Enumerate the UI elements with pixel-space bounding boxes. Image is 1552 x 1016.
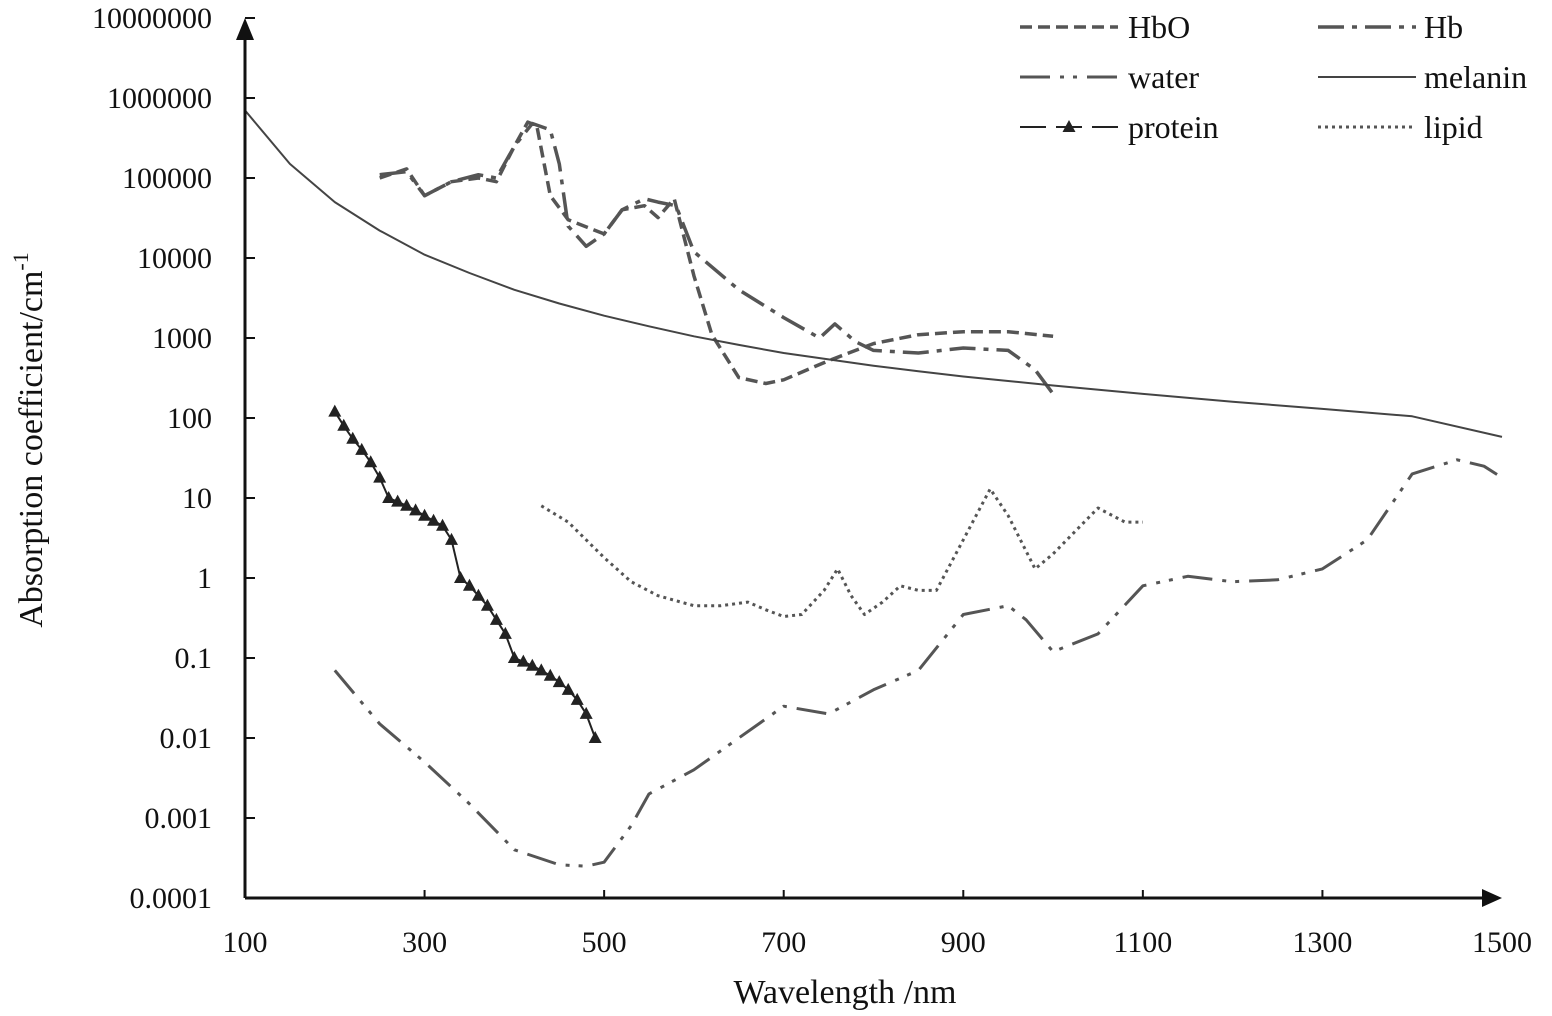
- protein-point: [328, 404, 342, 417]
- legend-item-water: water: [1020, 59, 1199, 95]
- y-tick-label: 10000: [137, 242, 212, 275]
- legend-label: HbO: [1128, 9, 1190, 45]
- legend-label: protein: [1128, 109, 1219, 145]
- x-tick-label: 700: [761, 926, 806, 959]
- protein-point: [409, 503, 423, 516]
- protein-point: [462, 578, 476, 591]
- protein-point: [445, 532, 459, 545]
- legend-label: water: [1128, 59, 1199, 95]
- protein-point: [525, 658, 539, 671]
- legend-label: lipid: [1424, 109, 1483, 145]
- series-line-hb: [379, 121, 1055, 395]
- protein-point: [579, 706, 593, 719]
- y-tick-label: 0.1: [175, 642, 213, 675]
- y-tick-label: 100000: [122, 162, 212, 195]
- y-tick-label: 1000: [152, 322, 212, 355]
- x-axis-title: Wavelength /nm: [734, 974, 957, 1011]
- protein-point: [453, 571, 467, 583]
- legend: HbO Hb water melanin protein lipid: [1020, 9, 1527, 145]
- legend-marker: [1062, 120, 1076, 132]
- y-axis-title-text: Absorption coefficient/cm: [13, 271, 50, 628]
- series-water: [333, 458, 1503, 868]
- protein-point: [355, 442, 369, 455]
- y-tick-label: 10: [182, 482, 212, 515]
- y-tick-label: 0.0001: [130, 882, 213, 915]
- legend-item-lipid: lipid: [1318, 109, 1483, 145]
- protein-point: [588, 731, 602, 743]
- protein-point: [337, 418, 351, 431]
- legend-item-hbo: HbO: [1020, 9, 1190, 45]
- x-tick-label: 900: [941, 926, 986, 959]
- x-tick-label: 1300: [1292, 926, 1352, 959]
- legend-label: Hb: [1424, 9, 1463, 45]
- protein-point: [373, 470, 387, 483]
- y-tick-label: 1: [197, 562, 212, 595]
- x-ticks: 100 300 500 700 900 1100 1300 1500: [223, 890, 1532, 959]
- x-tick-label: 100: [223, 926, 268, 959]
- series-hb: [379, 121, 1055, 395]
- y-axis-title-superscript: -1: [8, 252, 33, 270]
- y-axis-title: Absorption coefficient/cm-1: [8, 252, 50, 628]
- protein-point: [507, 651, 521, 663]
- protein-point: [480, 598, 494, 611]
- series-melanin: [244, 109, 1503, 438]
- y-axis-title-group: Absorption coefficient/cm-1: [8, 252, 50, 628]
- x-tick-label: 500: [582, 926, 627, 959]
- protein-point: [400, 498, 414, 511]
- series-line-protein: [333, 411, 597, 739]
- legend-item-melanin: melanin: [1318, 59, 1527, 95]
- x-tick-label: 1100: [1113, 926, 1172, 959]
- x-tick-label: 1500: [1472, 926, 1532, 959]
- y-tick-label: 0.01: [160, 722, 213, 755]
- y-axis-arrow: [236, 18, 254, 40]
- protein-point: [534, 663, 548, 676]
- y-tick-label: 1000000: [107, 82, 212, 115]
- y-tick-label: 100: [167, 402, 212, 435]
- protein-point: [489, 612, 503, 625]
- protein-point: [436, 518, 450, 531]
- protein-point: [427, 513, 441, 526]
- series-line-hbo: [379, 120, 1054, 386]
- protein-point: [543, 668, 557, 681]
- axes: [236, 18, 1502, 907]
- protein-point: [391, 494, 405, 507]
- legend-label: melanin: [1424, 59, 1527, 95]
- protein-point: [552, 675, 566, 688]
- y-tick-label: 10000000: [92, 2, 212, 35]
- protein-point: [346, 431, 360, 444]
- legend-item-hb: Hb: [1318, 9, 1463, 45]
- protein-point: [364, 455, 378, 468]
- series-lipid: [540, 487, 1143, 618]
- protein-point: [561, 682, 575, 695]
- y-tick-label: 0.001: [145, 802, 213, 835]
- x-tick-label: 300: [402, 926, 447, 959]
- series-line-lipid: [540, 487, 1143, 618]
- series-protein: [328, 404, 602, 743]
- series-line-water: [333, 458, 1503, 868]
- series-layer: [244, 109, 1503, 868]
- series-line-melanin: [244, 109, 1503, 438]
- protein-point: [498, 626, 512, 639]
- protein-point: [471, 588, 485, 601]
- y-ticks: 0.0001 0.001 0.01 0.1 1 10 100 1000 10000 100000 1…: [92, 2, 255, 915]
- x-axis-arrow: [1482, 889, 1502, 907]
- protein-point: [570, 692, 584, 705]
- protein-point: [382, 491, 396, 503]
- protein-point: [516, 654, 530, 667]
- legend-item-protein: protein: [1020, 109, 1219, 145]
- series-hbo: [379, 120, 1054, 386]
- protein-point: [418, 508, 432, 521]
